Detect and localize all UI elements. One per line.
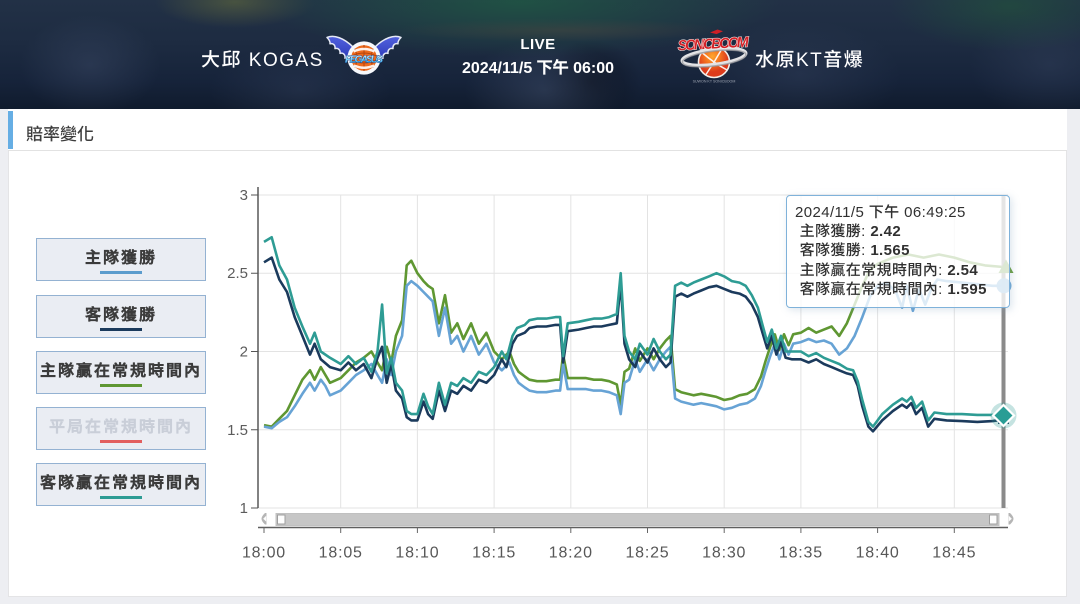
- svg-text:2.5: 2.5: [227, 265, 248, 282]
- svg-text:18:20: 18:20: [549, 545, 593, 562]
- svg-text:18:45: 18:45: [932, 545, 976, 562]
- svg-text:18:10: 18:10: [395, 545, 439, 562]
- svg-text:18:05: 18:05: [319, 545, 363, 562]
- svg-text:18:00: 18:00: [242, 545, 286, 562]
- svg-text:1: 1: [240, 500, 248, 517]
- svg-text:18:30: 18:30: [702, 545, 746, 562]
- svg-text:18:40: 18:40: [856, 545, 900, 562]
- svg-text:SUWON KT SONICBOOM: SUWON KT SONICBOOM: [693, 80, 736, 84]
- svg-text:1.5: 1.5: [227, 422, 248, 439]
- svg-text:18:15: 18:15: [472, 545, 516, 562]
- svg-text:2: 2: [240, 344, 248, 361]
- svg-text:PEGASUS: PEGASUS: [345, 54, 383, 66]
- svg-text:18:25: 18:25: [625, 545, 669, 562]
- svg-text:3: 3: [240, 187, 248, 204]
- svg-text:18:35: 18:35: [779, 545, 823, 562]
- svg-text:SONICBOOM: SONICBOOM: [677, 35, 750, 55]
